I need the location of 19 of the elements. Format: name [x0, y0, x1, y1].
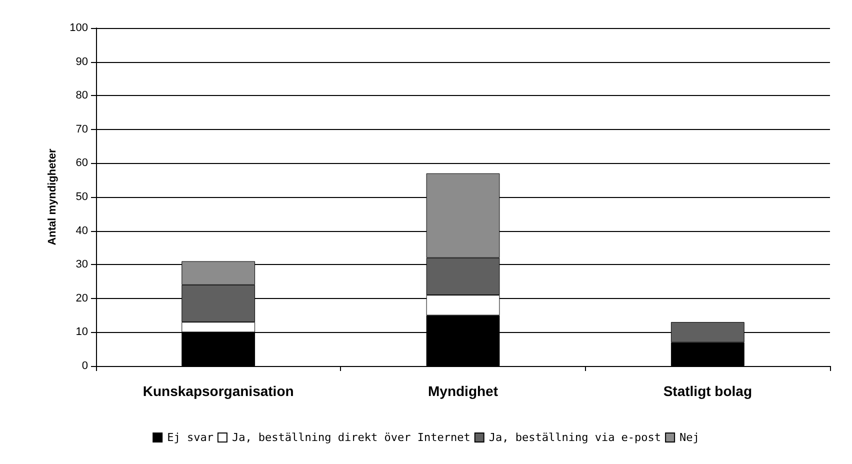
legend-label: Nej	[680, 431, 700, 444]
x-tick-label: Myndighet	[428, 383, 498, 399]
y-tick-label: 0	[82, 360, 88, 372]
y-tick-label: 10	[76, 326, 88, 338]
y-tick-label: 90	[76, 56, 88, 68]
legend-label: Ja, beställning via e-post	[488, 431, 662, 444]
x-tick-label: Statligt bolag	[663, 383, 752, 399]
y-axis-title: Antal myndigheter	[46, 148, 58, 246]
y-tick-label: 40	[76, 224, 88, 237]
legend-label: Ja, beställning direkt över Internet	[232, 431, 470, 444]
y-tick-label: 20	[76, 292, 88, 304]
y-tick-label: 70	[76, 123, 88, 136]
y-tick-label: 30	[76, 258, 88, 271]
y-tick-label: 60	[76, 157, 88, 170]
y-tick-label: 100	[70, 22, 88, 34]
y-tick-label: 50	[76, 191, 88, 203]
legend-label: Ej svar	[167, 431, 214, 444]
x-tick-label: Kunskapsorganisation	[142, 383, 294, 399]
y-tick-label: 80	[76, 90, 88, 102]
